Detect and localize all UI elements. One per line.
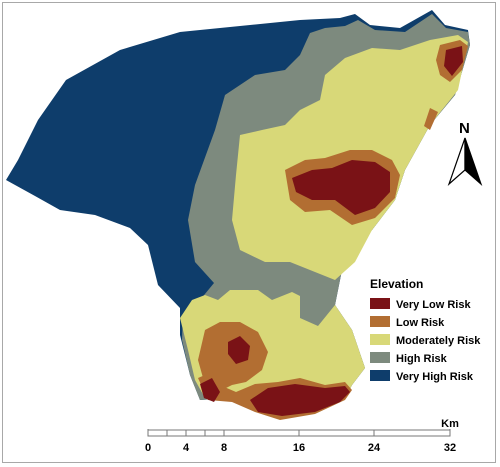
scale-bar: Km 0 4 8 16 24 32 [145, 418, 459, 454]
scale-tick-0: 0 [145, 442, 151, 454]
north-arrow-icon: N [447, 120, 483, 186]
scale-segment-4 [298, 429, 375, 437]
legend-label-very-low-risk: Very Low Risk [396, 299, 471, 311]
legend-title: Elevation [370, 277, 423, 291]
zone-very-low-risk-ne [444, 46, 463, 76]
legend-swatch-very-high-risk [370, 370, 390, 381]
legend-label-moderately-risk: Moderately Risk [396, 335, 481, 347]
zone-low-risk-se-strip [424, 108, 438, 130]
legend-label-high-risk: High Risk [396, 353, 448, 365]
zone-very-low-risk-east [292, 160, 390, 215]
scale-segment-3 [223, 429, 300, 437]
scale-tick-8: 8 [221, 442, 227, 454]
scale-tick-16: 16 [293, 442, 305, 454]
zone-very-low-risk-center [228, 336, 250, 364]
legend-swatch-high-risk [370, 352, 390, 363]
north-label: N [459, 120, 470, 137]
legend-swatch-low-risk [370, 316, 390, 327]
legend: Very Low Risk Low Risk Moderately Risk H… [370, 298, 481, 383]
scale-unit-label: Km [441, 418, 459, 430]
legend-swatch-moderately-risk [370, 334, 390, 345]
scale-segment-5 [373, 429, 451, 437]
scale-tick-32: 32 [444, 442, 456, 454]
zone-very-low-risk-south [250, 384, 350, 416]
scale-tick-24: 24 [368, 442, 381, 454]
zone-very-low-risk-sw [200, 378, 220, 402]
legend-label-very-high-risk: Very High Risk [396, 371, 474, 383]
legend-swatch-very-low-risk [370, 298, 390, 309]
legend-label-low-risk: Low Risk [396, 317, 445, 329]
scale-tick-4: 4 [183, 442, 190, 454]
